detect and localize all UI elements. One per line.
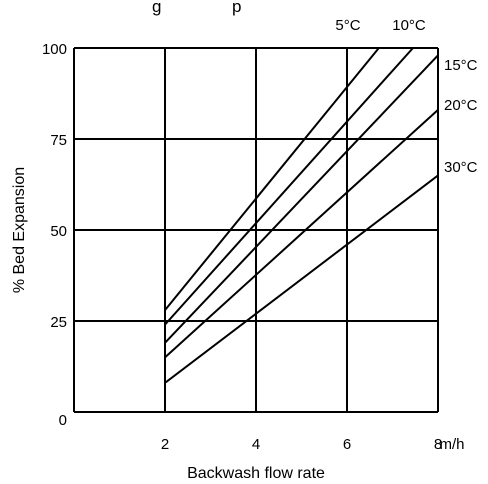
x-tick-label: 8	[434, 436, 442, 453]
chart-title-fragment: p	[232, 0, 241, 16]
series-label: 30°C	[444, 159, 478, 176]
y-axis-label: % Bed Expansion	[11, 167, 28, 293]
x-tick-label: 2	[161, 436, 169, 453]
series-lines	[164, 47, 439, 384]
series-label: 15°C	[444, 57, 478, 74]
series-label: 10°C	[392, 17, 426, 34]
series-line	[164, 54, 439, 344]
series-line	[164, 47, 380, 311]
series-label: 20°C	[444, 97, 478, 114]
y-tick-label: 0	[59, 412, 67, 429]
plot-grid	[73, 47, 439, 413]
x-tick-label: 4	[252, 436, 260, 453]
y-tick-label: 50	[50, 223, 67, 240]
series-labels: 5°C 10°C 15°C 20°C 30°C	[335, 17, 477, 176]
y-tick-label: 25	[50, 314, 67, 331]
y-tick-label: 75	[50, 132, 67, 149]
series-line	[164, 47, 414, 326]
x-tick-label: 6	[343, 436, 351, 453]
tick-labels: 0 25 50 75 100 2 4 6 8	[42, 41, 442, 453]
x-axis-unit: m/h	[439, 436, 464, 453]
series-line	[164, 174, 439, 384]
series-label: 5°C	[335, 17, 360, 34]
x-axis-label: Backwash flow rate	[187, 465, 325, 482]
series-line	[164, 109, 439, 359]
chart-title-fragment: g	[152, 0, 161, 16]
y-tick-label: 100	[42, 41, 67, 58]
